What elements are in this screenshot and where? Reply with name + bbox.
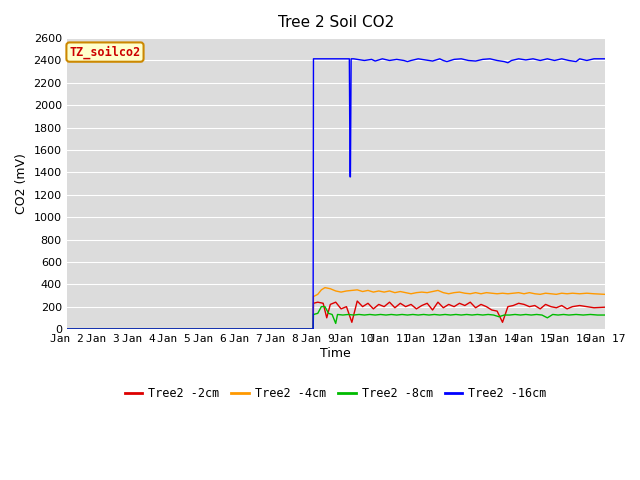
- Tree2 -8cm: [495, 314, 503, 320]
- Tree2 -16cm: [436, 56, 444, 62]
- Tree2 -8cm: [366, 312, 374, 317]
- Tree2 -16cm: [486, 56, 494, 62]
- Tree2 -2cm: [353, 298, 361, 304]
- Tree2 -16cm: [422, 57, 429, 63]
- Tree2 -8cm: [549, 312, 557, 317]
- Tree2 -16cm: [347, 174, 355, 180]
- Tree2 -16cm: [310, 56, 317, 62]
- Tree2 -2cm: [525, 304, 533, 310]
- Tree2 -16cm: [346, 174, 354, 180]
- Legend: Tree2 -2cm, Tree2 -4cm, Tree2 -8cm, Tree2 -16cm: Tree2 -2cm, Tree2 -4cm, Tree2 -8cm, Tree…: [120, 382, 552, 405]
- Tree2 -16cm: [590, 56, 598, 62]
- Tree2 -16cm: [583, 58, 591, 63]
- Tree2 -16cm: [346, 56, 353, 62]
- Tree2 -16cm: [543, 56, 551, 62]
- Tree2 -16cm: [472, 58, 479, 64]
- Tree2 -16cm: [350, 56, 358, 62]
- Tree2 -16cm: [407, 58, 415, 63]
- Tree2 -4cm: [601, 291, 609, 297]
- Tree2 -16cm: [63, 326, 70, 332]
- Tree2 -16cm: [309, 326, 317, 332]
- Tree2 -16cm: [550, 58, 558, 63]
- Tree2 -8cm: [63, 326, 70, 332]
- Tree2 -4cm: [493, 291, 501, 297]
- Tree2 -16cm: [500, 59, 508, 64]
- Tree2 -16cm: [440, 58, 447, 63]
- Title: Tree 2 Soil CO2: Tree 2 Soil CO2: [278, 15, 394, 30]
- Tree2 -2cm: [493, 308, 501, 314]
- Tree2 -4cm: [467, 291, 474, 297]
- Tree2 -4cm: [483, 290, 490, 296]
- Tree2 -16cm: [515, 56, 522, 62]
- Tree2 -16cm: [565, 58, 573, 63]
- Tree2 -4cm: [63, 326, 70, 332]
- Tree2 -2cm: [309, 326, 317, 332]
- Tree2 -16cm: [371, 58, 379, 64]
- Tree2 -16cm: [386, 58, 394, 63]
- Tree2 -16cm: [393, 57, 401, 62]
- Tree2 -16cm: [443, 59, 451, 64]
- Y-axis label: CO2 (mV): CO2 (mV): [15, 153, 28, 214]
- Tree2 -16cm: [348, 56, 355, 62]
- X-axis label: Time: Time: [321, 347, 351, 360]
- Tree2 -16cm: [429, 58, 436, 64]
- Tree2 -16cm: [558, 56, 566, 62]
- Tree2 -2cm: [467, 300, 474, 305]
- Tree2 -16cm: [404, 59, 412, 64]
- Tree2 -16cm: [360, 58, 368, 63]
- Tree2 -16cm: [601, 56, 609, 62]
- Tree2 -16cm: [458, 56, 465, 62]
- Tree2 -16cm: [522, 57, 530, 63]
- Tree2 -16cm: [529, 56, 537, 62]
- Tree2 -4cm: [525, 290, 533, 296]
- Tree2 -4cm: [407, 291, 415, 297]
- Tree2 -16cm: [479, 57, 486, 62]
- Tree2 -16cm: [493, 58, 501, 63]
- Tree2 -16cm: [414, 56, 422, 62]
- Tree2 -16cm: [451, 57, 458, 62]
- Tree2 -8cm: [317, 304, 325, 310]
- Tree2 -8cm: [516, 312, 524, 318]
- Tree2 -16cm: [368, 57, 376, 62]
- Tree2 -2cm: [63, 326, 70, 332]
- Tree2 -16cm: [378, 56, 386, 62]
- Tree2 -16cm: [465, 58, 472, 63]
- Tree2 -2cm: [601, 304, 609, 310]
- Tree2 -4cm: [321, 285, 329, 290]
- Tree2 -4cm: [309, 326, 317, 332]
- Line: Tree2 -2cm: Tree2 -2cm: [67, 301, 605, 329]
- Tree2 -16cm: [536, 58, 544, 63]
- Tree2 -2cm: [483, 304, 490, 310]
- Tree2 -8cm: [601, 312, 609, 318]
- Tree2 -2cm: [407, 301, 415, 307]
- Text: TZ_soilco2: TZ_soilco2: [69, 46, 141, 59]
- Tree2 -16cm: [504, 60, 512, 66]
- Tree2 -8cm: [587, 312, 595, 317]
- Tree2 -16cm: [576, 56, 584, 62]
- Line: Tree2 -16cm: Tree2 -16cm: [67, 59, 605, 329]
- Tree2 -16cm: [508, 58, 515, 63]
- Line: Tree2 -4cm: Tree2 -4cm: [67, 288, 605, 329]
- Tree2 -16cm: [400, 58, 408, 63]
- Tree2 -8cm: [360, 312, 368, 318]
- Tree2 -16cm: [572, 59, 580, 64]
- Line: Tree2 -8cm: Tree2 -8cm: [67, 307, 605, 329]
